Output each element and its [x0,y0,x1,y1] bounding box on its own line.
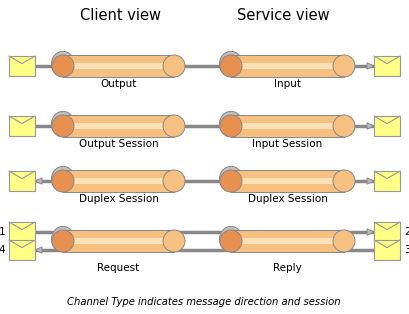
Polygon shape [35,247,42,253]
Polygon shape [367,178,374,184]
Text: Service view: Service view [237,8,329,24]
Ellipse shape [220,170,242,192]
Bar [374,240,400,260]
Text: 4: 4 [0,245,5,255]
Bar [63,170,174,192]
Bar [231,63,344,69]
Ellipse shape [163,55,185,77]
Bar [231,230,344,252]
Bar [63,115,174,137]
Polygon shape [367,229,374,235]
Text: 2: 2 [404,227,409,237]
Ellipse shape [52,226,74,252]
Text: Reply: Reply [273,263,302,273]
Bar [231,178,344,184]
Ellipse shape [333,115,355,137]
Bar [231,55,344,77]
Polygon shape [367,63,374,69]
Bar [374,222,400,242]
Text: Channel Type indicates message direction and session: Channel Type indicates message direction… [67,297,341,307]
Ellipse shape [52,115,74,137]
Bar [9,116,35,136]
Ellipse shape [52,166,74,192]
Text: Input Session: Input Session [252,139,323,149]
Ellipse shape [220,51,243,77]
Ellipse shape [220,111,243,137]
Polygon shape [367,123,374,129]
Text: 3: 3 [404,245,409,255]
Ellipse shape [220,230,242,252]
Ellipse shape [163,115,185,137]
Ellipse shape [163,230,185,252]
Polygon shape [35,178,42,184]
Bar [9,56,35,76]
Text: 1: 1 [0,227,5,237]
Ellipse shape [220,226,243,252]
Bar [63,55,174,77]
Text: Output: Output [100,79,137,89]
Bar [231,170,344,192]
Ellipse shape [333,170,355,192]
Bar [374,56,400,76]
Ellipse shape [333,55,355,77]
Ellipse shape [52,170,74,192]
Ellipse shape [52,55,74,77]
Bar [63,123,174,129]
Bar [63,238,174,244]
Text: Duplex Session: Duplex Session [79,194,158,204]
Ellipse shape [333,230,355,252]
Bar [374,171,400,191]
Text: Request: Request [97,263,139,273]
Bar [63,178,174,184]
Ellipse shape [52,51,74,77]
Bar [231,123,344,129]
Text: Duplex Session: Duplex Session [247,194,328,204]
Bar [9,171,35,191]
Bar [9,240,35,260]
Ellipse shape [52,230,74,252]
Bar [231,238,344,244]
Text: Output Session: Output Session [79,139,158,149]
Bar [374,116,400,136]
Ellipse shape [220,166,243,192]
Bar [9,222,35,242]
Ellipse shape [220,115,242,137]
Ellipse shape [52,111,74,137]
Ellipse shape [163,170,185,192]
Ellipse shape [220,55,242,77]
Bar [63,63,174,69]
Text: Client view: Client view [79,8,160,24]
Text: Input: Input [274,79,301,89]
Bar [231,115,344,137]
Bar [63,230,174,252]
